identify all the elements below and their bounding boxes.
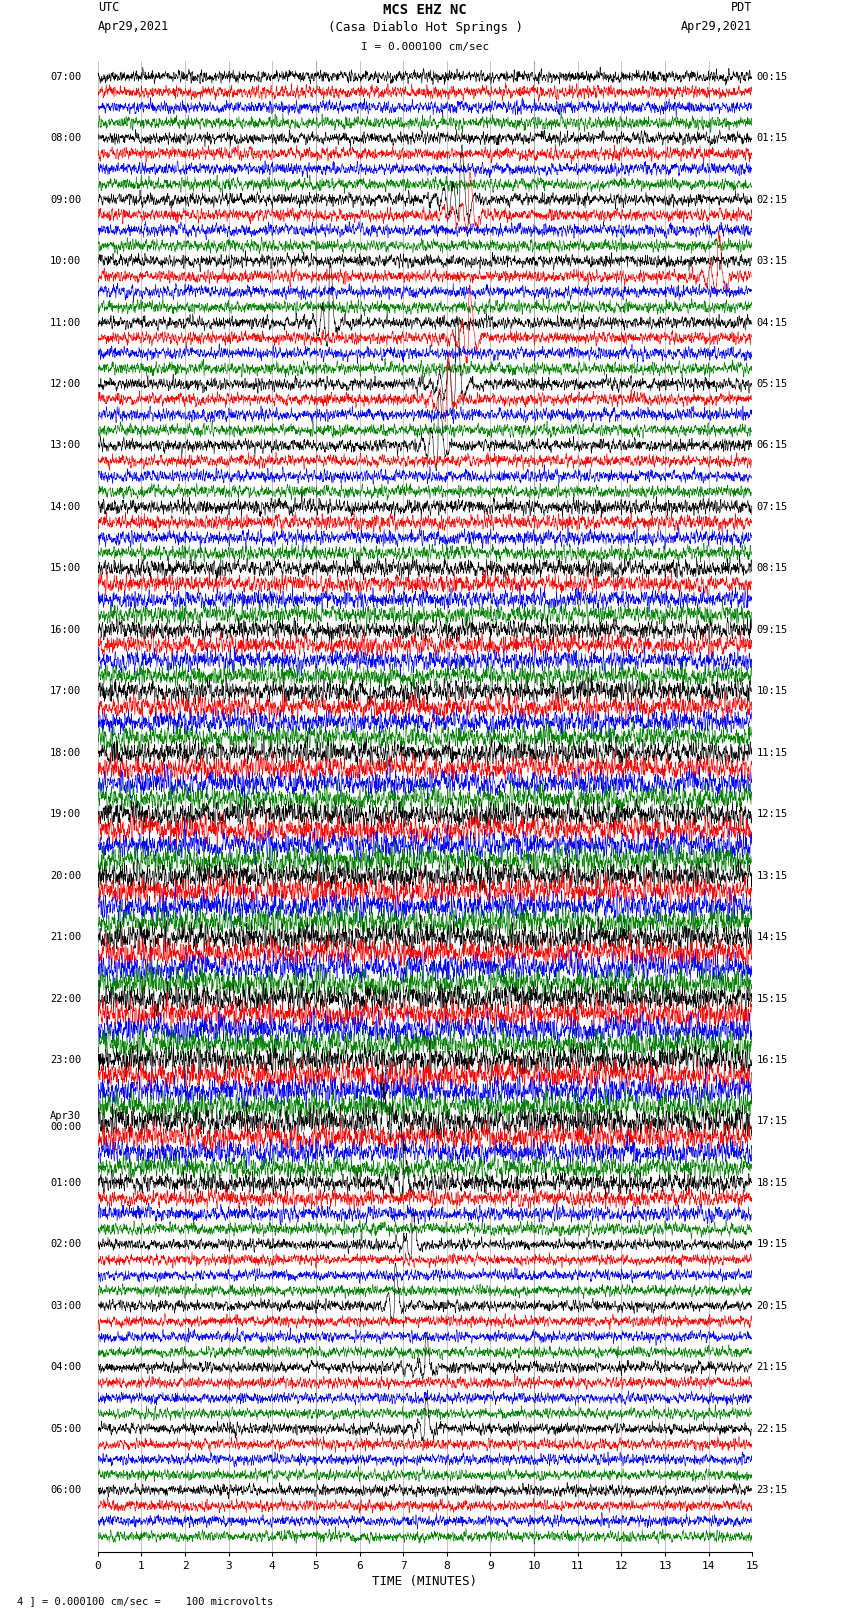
Text: 21:15: 21:15 (756, 1363, 788, 1373)
Text: Apr30
00:00: Apr30 00:00 (50, 1111, 81, 1132)
Text: 14:15: 14:15 (756, 932, 788, 942)
Text: 18:15: 18:15 (756, 1177, 788, 1187)
Text: 10:15: 10:15 (756, 686, 788, 697)
Text: 23:00: 23:00 (50, 1055, 81, 1065)
Text: 11:00: 11:00 (50, 318, 81, 327)
Text: 01:00: 01:00 (50, 1177, 81, 1187)
Text: 13:00: 13:00 (50, 440, 81, 450)
Text: 01:15: 01:15 (756, 134, 788, 144)
Text: 16:15: 16:15 (756, 1055, 788, 1065)
Text: 02:00: 02:00 (50, 1239, 81, 1250)
Text: 00:15: 00:15 (756, 71, 788, 82)
Text: 22:15: 22:15 (756, 1424, 788, 1434)
Text: 17:15: 17:15 (756, 1116, 788, 1126)
Text: Apr29,2021: Apr29,2021 (98, 19, 169, 32)
Text: 04:00: 04:00 (50, 1363, 81, 1373)
Text: 08:15: 08:15 (756, 563, 788, 573)
Text: 05:15: 05:15 (756, 379, 788, 389)
Text: 02:15: 02:15 (756, 195, 788, 205)
Text: UTC: UTC (98, 0, 119, 13)
Text: 07:15: 07:15 (756, 502, 788, 511)
Text: 12:00: 12:00 (50, 379, 81, 389)
Text: 18:00: 18:00 (50, 748, 81, 758)
Text: 19:15: 19:15 (756, 1239, 788, 1250)
Text: 17:00: 17:00 (50, 686, 81, 697)
Text: Apr29,2021: Apr29,2021 (681, 19, 752, 32)
Text: 04:15: 04:15 (756, 318, 788, 327)
Text: 03:15: 03:15 (756, 256, 788, 266)
Text: 06:00: 06:00 (50, 1486, 81, 1495)
Text: 11:15: 11:15 (756, 748, 788, 758)
Text: 16:00: 16:00 (50, 624, 81, 636)
X-axis label: TIME (MINUTES): TIME (MINUTES) (372, 1574, 478, 1587)
Text: 19:00: 19:00 (50, 810, 81, 819)
Text: 09:15: 09:15 (756, 624, 788, 636)
Text: 15:00: 15:00 (50, 563, 81, 573)
Text: 14:00: 14:00 (50, 502, 81, 511)
Text: 10:00: 10:00 (50, 256, 81, 266)
Text: 12:15: 12:15 (756, 810, 788, 819)
Text: 22:00: 22:00 (50, 994, 81, 1003)
Text: 20:00: 20:00 (50, 871, 81, 881)
Text: 09:00: 09:00 (50, 195, 81, 205)
Text: 21:00: 21:00 (50, 932, 81, 942)
Text: I = 0.000100 cm/sec: I = 0.000100 cm/sec (361, 42, 489, 52)
Text: (Casa Diablo Hot Springs ): (Casa Diablo Hot Springs ) (327, 21, 523, 34)
Text: 20:15: 20:15 (756, 1300, 788, 1311)
Text: 15:15: 15:15 (756, 994, 788, 1003)
Text: 4 ] = 0.000100 cm/sec =    100 microvolts: 4 ] = 0.000100 cm/sec = 100 microvolts (17, 1597, 273, 1607)
Text: 07:00: 07:00 (50, 71, 81, 82)
Text: 03:00: 03:00 (50, 1300, 81, 1311)
Text: 05:00: 05:00 (50, 1424, 81, 1434)
Text: PDT: PDT (731, 0, 752, 13)
Text: 06:15: 06:15 (756, 440, 788, 450)
Text: MCS EHZ NC: MCS EHZ NC (383, 3, 467, 16)
Text: 13:15: 13:15 (756, 871, 788, 881)
Text: 23:15: 23:15 (756, 1486, 788, 1495)
Text: 08:00: 08:00 (50, 134, 81, 144)
